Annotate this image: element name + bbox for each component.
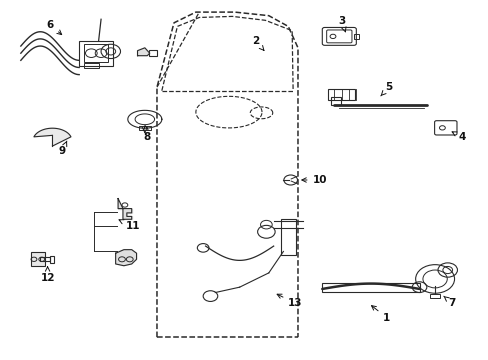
Bar xyxy=(322,283,419,292)
Bar xyxy=(353,34,358,39)
Polygon shape xyxy=(116,249,136,266)
Bar xyxy=(429,294,439,298)
Text: 11: 11 xyxy=(119,220,140,231)
Text: 1: 1 xyxy=(371,306,389,323)
Text: 4: 4 xyxy=(451,132,465,142)
Text: 6: 6 xyxy=(46,19,61,35)
Bar xyxy=(330,98,340,105)
Text: 5: 5 xyxy=(380,82,392,96)
Text: 13: 13 xyxy=(277,294,302,308)
Bar xyxy=(49,256,54,262)
Text: 2: 2 xyxy=(251,36,264,50)
Text: 3: 3 xyxy=(337,16,346,32)
Text: 9: 9 xyxy=(59,141,67,157)
Bar xyxy=(139,126,151,130)
Bar xyxy=(148,50,157,57)
Bar xyxy=(84,44,108,62)
Polygon shape xyxy=(34,128,71,146)
Bar xyxy=(84,63,99,68)
Bar xyxy=(328,89,354,100)
Polygon shape xyxy=(137,48,149,56)
Text: 12: 12 xyxy=(40,267,55,283)
Text: 10: 10 xyxy=(301,175,326,185)
Bar xyxy=(40,257,50,261)
Bar xyxy=(79,41,113,66)
Text: 7: 7 xyxy=(443,296,455,308)
Text: 8: 8 xyxy=(143,126,151,142)
Bar xyxy=(31,252,44,266)
Bar xyxy=(281,219,295,255)
Polygon shape xyxy=(118,199,131,219)
